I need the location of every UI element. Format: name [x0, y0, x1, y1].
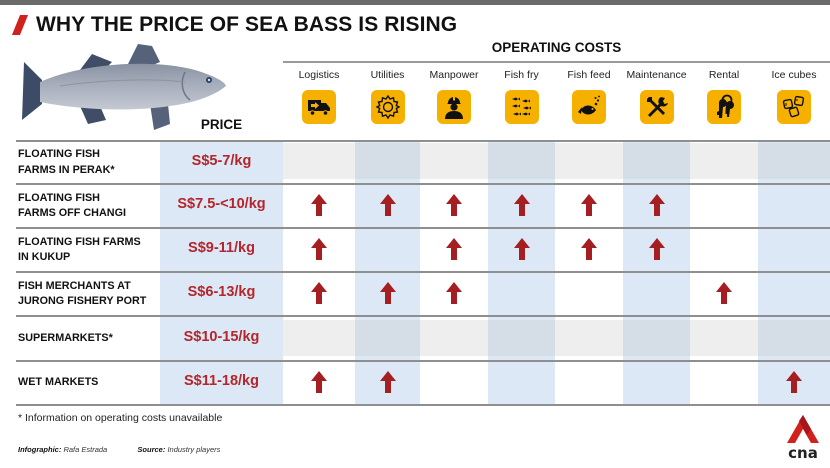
row-label: WET MARKETS: [18, 375, 158, 391]
row-divider: [16, 183, 830, 185]
truck-icon: [302, 90, 336, 124]
column-header-ice-cubes: Ice cubes: [771, 69, 817, 81]
cna-logo: cna: [787, 415, 819, 461]
rising-arrow-icon: [311, 371, 327, 393]
infographic-label: Infographic:: [18, 445, 62, 454]
row-price: S$9-11/kg: [188, 240, 255, 256]
rising-arrow-icon: [581, 238, 597, 260]
row-price: S$7.5-<10/kg: [177, 196, 266, 212]
rising-arrow-icon: [446, 194, 462, 216]
credits: Infographic: Rafa Estrada Source: Indust…: [18, 445, 220, 454]
column-header-fish-fry: Fish fry: [504, 69, 539, 81]
column-header-fish-feed: Fish feed: [567, 69, 611, 81]
fish-fry-icon: [504, 90, 539, 124]
row-label-line: FLOATING FISH: [18, 148, 100, 160]
footnote: * Information on operating costs unavail…: [18, 412, 223, 424]
rising-arrow-icon: [513, 238, 530, 260]
row-label: FLOATING FISH FARMS OFF CHANGI: [18, 191, 158, 222]
row-label-line: FARMS IN PERAK*: [18, 163, 115, 176]
keys-icon: [707, 90, 741, 124]
rising-arrow-icon: [648, 238, 665, 260]
row-price: S$6-13/kg: [187, 284, 256, 300]
row-divider: [16, 140, 830, 142]
unavailable-row-shade: [283, 143, 830, 179]
column-header-utilities: Utilities: [370, 69, 405, 81]
row-divider: [16, 271, 830, 273]
column-header-manpower: Manpower: [429, 69, 479, 81]
row-label: FLOATING FISH FARMS IN KUKUP: [18, 235, 158, 266]
price-column-header: PRICE: [200, 117, 243, 132]
rising-arrow-icon: [716, 282, 732, 304]
tools-icon: [639, 90, 674, 124]
row-label: FISH MERCHANTS AT JURONG FISHERY PORT: [18, 279, 158, 310]
column-header-logistics: Logistics: [298, 69, 340, 81]
row-divider: [16, 315, 830, 317]
operating-costs-header: OPERATING COSTS: [491, 40, 622, 55]
rising-arrow-icon: [446, 238, 462, 260]
row-divider: [16, 404, 830, 406]
row-price: S$5-7/kg: [191, 152, 252, 169]
title-accent-slash: [11, 15, 29, 35]
row-divider: [16, 360, 830, 362]
row-label-line: IN KUKUP: [18, 251, 71, 263]
ice-cubes-icon: [777, 90, 811, 124]
operating-costs-rule: [283, 61, 830, 63]
source-credit: Industry players: [167, 445, 221, 454]
sea-bass-illustration: [22, 44, 226, 130]
rising-arrow-icon: [648, 194, 665, 216]
row-price: S$11-18/kg: [184, 373, 259, 389]
rising-arrow-icon: [513, 194, 530, 216]
rising-arrow-icon: [379, 371, 396, 393]
infographic-credit: Rafa Estrada: [63, 445, 108, 454]
page-title: WHY THE PRICE OF SEA BASS IS RISING: [36, 13, 458, 36]
rising-arrow-icon: [786, 371, 802, 393]
row-label-line: FARMS OFF CHANGI: [18, 207, 126, 219]
worker-icon: [437, 90, 471, 124]
fish-feed-icon: [572, 90, 606, 124]
rising-arrow-icon: [379, 194, 396, 216]
row-label-line: SUPERMARKETS*: [18, 331, 113, 344]
rising-arrow-icon: [311, 282, 327, 304]
cna-logo-text: cna: [788, 444, 818, 461]
title-block: WHY THE PRICE OF SEA BASS IS RISING: [11, 13, 458, 37]
source-label: Source:: [137, 445, 166, 454]
unavailable-row-shade: [283, 320, 830, 356]
row-divider: [16, 227, 830, 229]
row-price: S$10-15/kg: [183, 328, 260, 345]
rising-arrow-icon: [311, 238, 327, 260]
column-header-maintenance: Maintenance: [626, 69, 687, 81]
column-header-rental: Rental: [708, 69, 740, 81]
rising-arrow-icon: [379, 282, 396, 304]
rising-arrow-icon: [446, 282, 462, 304]
row-label-line: JURONG FISHERY PORT: [18, 295, 147, 307]
rising-arrow-icon: [581, 194, 597, 216]
rising-arrow-icon: [311, 194, 327, 216]
top-bar: [0, 0, 830, 5]
row-label-line: FLOATING FISH: [18, 191, 100, 204]
gear-icon: [370, 90, 405, 124]
row-label-line: FLOATING FISH FARMS: [18, 235, 141, 248]
row-label-line: FISH MERCHANTS AT: [18, 279, 131, 292]
row-label: FLOATING FISH FARMS IN PERAK*: [18, 147, 158, 178]
row-label: SUPERMARKETS*: [18, 331, 158, 347]
row-label-line: WET MARKETS: [18, 376, 99, 389]
